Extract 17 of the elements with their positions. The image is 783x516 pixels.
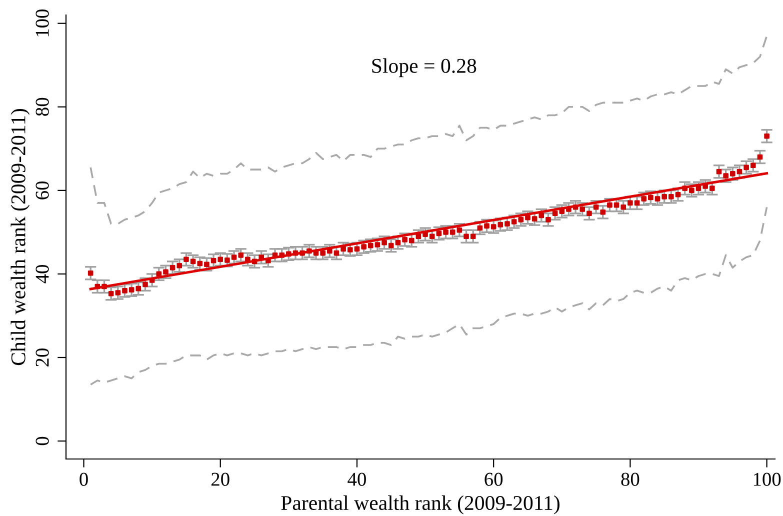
x-tick-label: 100 bbox=[754, 472, 781, 486]
line-series bbox=[90, 206, 768, 386]
y-tick-label: 60 bbox=[36, 181, 49, 200]
annotation: Slope = 0.28 bbox=[372, 58, 476, 78]
y-tick-label: 20 bbox=[36, 348, 49, 366]
y-tick-label: 80 bbox=[36, 98, 49, 116]
x-axis-title: Parental wealth rank (2009-2011) bbox=[281, 495, 560, 514]
y-tick-label: 40 bbox=[36, 264, 49, 284]
x-tick-label: 40 bbox=[348, 472, 366, 486]
y-tick-label: 0 bbox=[36, 436, 49, 446]
x-tick-label: 80 bbox=[621, 472, 640, 486]
x-tick-label: 20 bbox=[212, 472, 230, 486]
line-series bbox=[90, 34, 768, 225]
x-tick-label: 0 bbox=[80, 472, 88, 486]
y-tick-label: 100 bbox=[36, 10, 49, 36]
y-axis-title: Child wealth rank (2009-2011) bbox=[10, 108, 30, 366]
x-tick-label: 60 bbox=[484, 472, 503, 486]
